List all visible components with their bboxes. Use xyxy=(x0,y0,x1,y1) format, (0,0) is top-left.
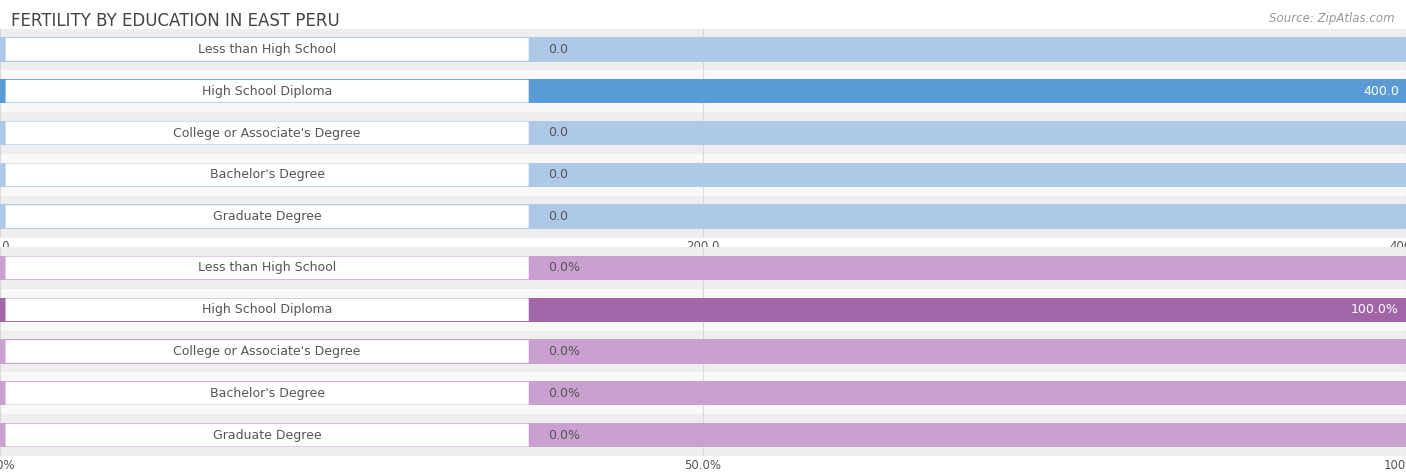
FancyBboxPatch shape xyxy=(6,38,529,61)
FancyBboxPatch shape xyxy=(0,331,1406,372)
FancyBboxPatch shape xyxy=(0,28,1406,70)
Bar xyxy=(0,297,1406,322)
Text: 0.0%: 0.0% xyxy=(548,345,581,358)
Bar xyxy=(0,204,1406,229)
FancyBboxPatch shape xyxy=(0,289,1406,331)
Text: 0.0%: 0.0% xyxy=(548,428,581,442)
Text: 0.0: 0.0 xyxy=(548,43,568,56)
Text: Source: ZipAtlas.com: Source: ZipAtlas.com xyxy=(1270,12,1395,25)
Text: High School Diploma: High School Diploma xyxy=(202,303,332,316)
Text: Less than High School: Less than High School xyxy=(198,261,336,275)
FancyBboxPatch shape xyxy=(0,247,1406,289)
Bar xyxy=(0,256,1406,280)
FancyBboxPatch shape xyxy=(6,340,529,363)
Text: High School Diploma: High School Diploma xyxy=(202,85,332,98)
Text: College or Associate's Degree: College or Associate's Degree xyxy=(173,345,361,358)
Text: 0.0%: 0.0% xyxy=(548,261,581,275)
FancyBboxPatch shape xyxy=(0,196,1406,238)
Bar xyxy=(0,79,1406,104)
Bar xyxy=(0,79,1406,104)
Text: 0.0: 0.0 xyxy=(548,168,568,181)
Bar xyxy=(0,381,1406,406)
FancyBboxPatch shape xyxy=(6,80,529,103)
FancyBboxPatch shape xyxy=(6,382,529,405)
Bar xyxy=(0,423,1406,447)
Text: Graduate Degree: Graduate Degree xyxy=(212,428,322,442)
Text: Less than High School: Less than High School xyxy=(198,43,336,56)
FancyBboxPatch shape xyxy=(0,154,1406,196)
Text: FERTILITY BY EDUCATION IN EAST PERU: FERTILITY BY EDUCATION IN EAST PERU xyxy=(11,12,340,30)
Text: Bachelor's Degree: Bachelor's Degree xyxy=(209,387,325,400)
FancyBboxPatch shape xyxy=(6,256,529,279)
FancyBboxPatch shape xyxy=(0,112,1406,154)
Text: Bachelor's Degree: Bachelor's Degree xyxy=(209,168,325,181)
Text: Graduate Degree: Graduate Degree xyxy=(212,210,322,223)
FancyBboxPatch shape xyxy=(0,414,1406,456)
Bar xyxy=(0,339,1406,364)
FancyBboxPatch shape xyxy=(0,70,1406,112)
FancyBboxPatch shape xyxy=(6,205,529,228)
Bar xyxy=(0,121,1406,145)
FancyBboxPatch shape xyxy=(6,122,529,144)
Bar xyxy=(0,297,1406,322)
FancyBboxPatch shape xyxy=(0,372,1406,414)
Text: 0.0: 0.0 xyxy=(548,210,568,223)
FancyBboxPatch shape xyxy=(6,298,529,321)
Text: 0.0%: 0.0% xyxy=(548,387,581,400)
Text: 0.0: 0.0 xyxy=(548,126,568,140)
Text: 400.0: 400.0 xyxy=(1362,85,1399,98)
Bar xyxy=(0,162,1406,187)
Bar xyxy=(0,37,1406,62)
FancyBboxPatch shape xyxy=(6,424,529,446)
FancyBboxPatch shape xyxy=(6,163,529,186)
Text: 100.0%: 100.0% xyxy=(1351,303,1399,316)
Text: College or Associate's Degree: College or Associate's Degree xyxy=(173,126,361,140)
